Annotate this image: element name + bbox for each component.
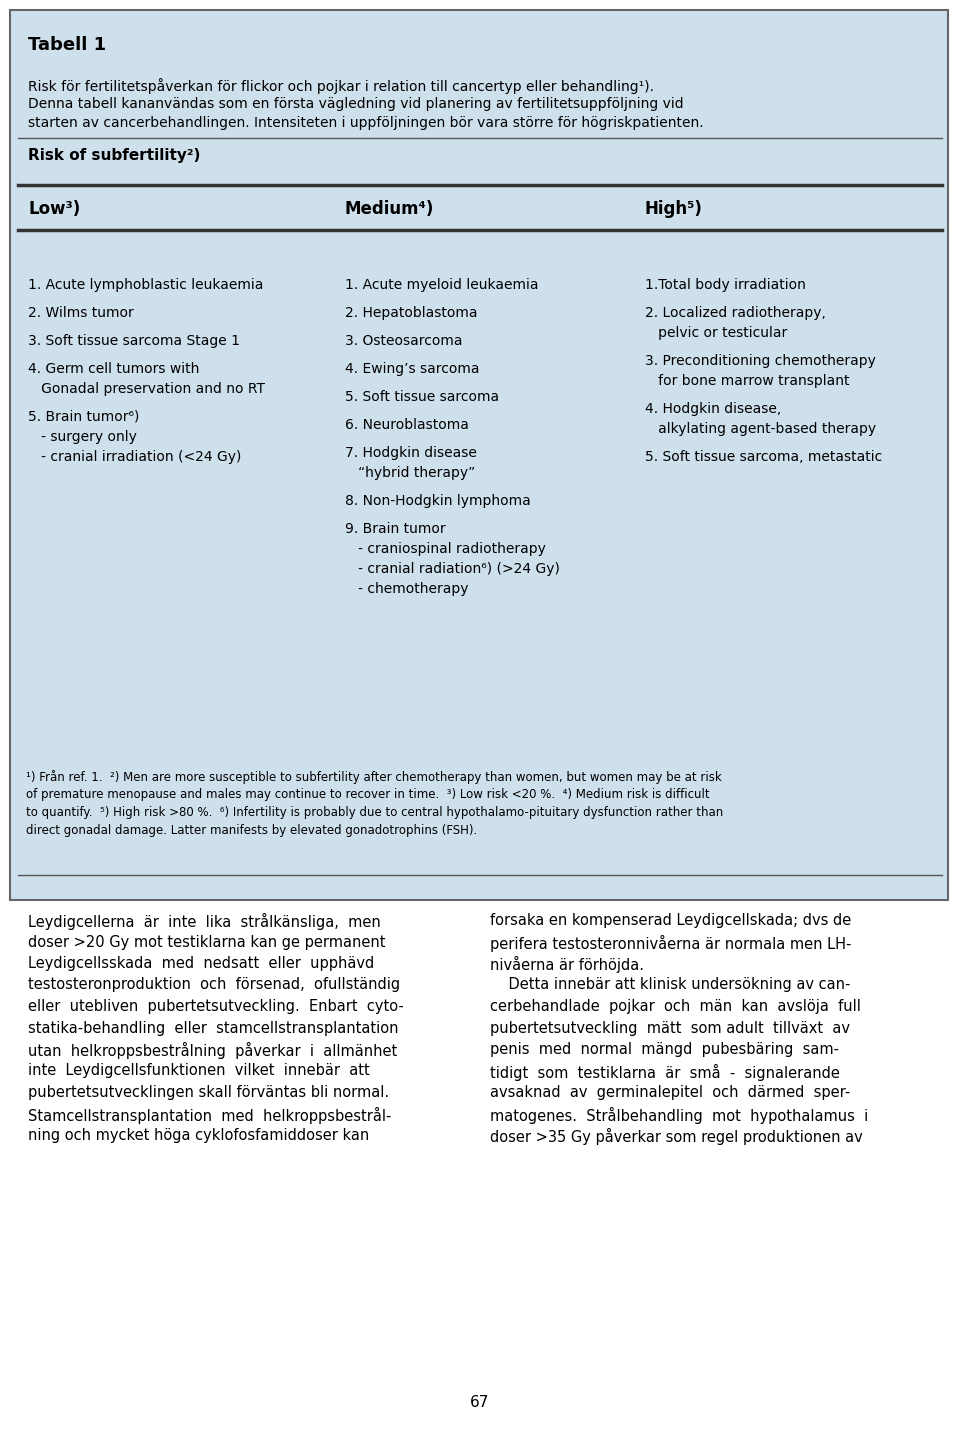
Text: nivåerna är förhöjda.: nivåerna är förhöjda. [490, 956, 644, 973]
Text: eller  utebliven  pubertetsutveckling.  Enbart  cyto-: eller utebliven pubertetsutveckling. Enb… [28, 999, 404, 1015]
Text: testosteronproduktion  och  försenad,  ofullständig: testosteronproduktion och försenad, oful… [28, 977, 400, 993]
Text: pubertetsutveckling  mätt  som adult  tillväxt  av: pubertetsutveckling mätt som adult tillv… [490, 1020, 850, 1036]
Text: - surgery only: - surgery only [28, 430, 137, 443]
Text: ning och mycket höga cyklofosfamiddoser kan: ning och mycket höga cyklofosfamiddoser … [28, 1128, 370, 1144]
Text: Detta innebär att klinisk undersökning av can-: Detta innebär att klinisk undersökning a… [490, 977, 851, 993]
Text: 4. Germ cell tumors with: 4. Germ cell tumors with [28, 362, 200, 376]
Text: Low³): Low³) [28, 199, 81, 218]
Text: 67: 67 [470, 1395, 490, 1411]
Text: 1.Total body irradiation: 1.Total body irradiation [645, 278, 805, 291]
Text: 4. Ewingʼs sarcoma: 4. Ewingʼs sarcoma [345, 362, 479, 376]
Text: - cranial irradiation (<24 Gy): - cranial irradiation (<24 Gy) [28, 451, 241, 464]
Text: alkylating agent-based therapy: alkylating agent-based therapy [645, 422, 876, 436]
Text: utan  helkroppsbestrålning  påverkar  i  allmänhet: utan helkroppsbestrålning påverkar i all… [28, 1042, 397, 1059]
Text: pubertetsutvecklingen skall förväntas bli normal.: pubertetsutvecklingen skall förväntas bl… [28, 1085, 389, 1101]
Text: Leydigcellsskada  med  nedsatt  eller  upphävd: Leydigcellsskada med nedsatt eller upphä… [28, 956, 374, 971]
Text: Risk of subfertility²): Risk of subfertility²) [28, 148, 201, 164]
Text: Denna tabell kananvändas som en första vägledning vid planering av fertilitetsup: Denna tabell kananvändas som en första v… [28, 98, 684, 110]
Text: avsaknad  av  germinalepitel  och  därmed  sper-: avsaknad av germinalepitel och därmed sp… [490, 1085, 851, 1101]
Text: tidigt  som  testiklarna  är  små  -  signalerande: tidigt som testiklarna är små - signaler… [490, 1063, 840, 1081]
Text: cerbehandlade  pojkar  och  män  kan  avslöja  full: cerbehandlade pojkar och män kan avslöja… [490, 999, 861, 1015]
Text: to quantify.  ⁵) High risk >80 %.  ⁶) Infertility is probably due to central hyp: to quantify. ⁵) High risk >80 %. ⁶) Infe… [26, 806, 723, 819]
Text: 5. Soft tissue sarcoma, metastatic: 5. Soft tissue sarcoma, metastatic [645, 451, 882, 464]
Text: “hybrid therapy”: “hybrid therapy” [345, 466, 475, 479]
Text: ¹) Från ref. 1.  ²) Men are more susceptible to subfertility after chemotherapy : ¹) Från ref. 1. ²) Men are more suscepti… [26, 771, 722, 784]
Text: statika-behandling  eller  stamcellstransplantation: statika-behandling eller stamcellstransp… [28, 1020, 398, 1036]
Text: 5. Brain tumor⁶): 5. Brain tumor⁶) [28, 410, 139, 423]
Text: 2. Localized radiotherapy,: 2. Localized radiotherapy, [645, 306, 826, 320]
Text: penis  med  normal  mängd  pubesbäring  sam-: penis med normal mängd pubesbäring sam- [490, 1042, 839, 1058]
Text: doser >20 Gy mot testiklarna kan ge permanent: doser >20 Gy mot testiklarna kan ge perm… [28, 934, 386, 950]
Text: matogenes.  Strålbehandling  mot  hypothalamus  i: matogenes. Strålbehandling mot hypothala… [490, 1106, 868, 1124]
Text: Tabell 1: Tabell 1 [28, 36, 107, 55]
Text: 1. Acute lymphoblastic leukaemia: 1. Acute lymphoblastic leukaemia [28, 278, 263, 291]
Text: 2. Hepatoblastoma: 2. Hepatoblastoma [345, 306, 477, 320]
Text: forsaka en kompenserad Leydigcellskada; dvs de: forsaka en kompenserad Leydigcellskada; … [490, 913, 852, 928]
Text: 3. Soft tissue sarcoma Stage 1: 3. Soft tissue sarcoma Stage 1 [28, 334, 240, 349]
Text: for bone marrow transplant: for bone marrow transplant [645, 375, 850, 387]
Text: - chemotherapy: - chemotherapy [345, 583, 468, 596]
Text: 3. Osteosarcoma: 3. Osteosarcoma [345, 334, 463, 349]
Text: High⁵): High⁵) [645, 199, 703, 218]
Text: 2. Wilms tumor: 2. Wilms tumor [28, 306, 133, 320]
Text: perifera testosteronnivåerna är normala men LH-: perifera testosteronnivåerna är normala … [490, 934, 852, 951]
Text: Stamcellstransplantation  med  helkroppsbestrål-: Stamcellstransplantation med helkroppsbe… [28, 1106, 392, 1124]
Text: 7. Hodgkin disease: 7. Hodgkin disease [345, 446, 477, 461]
Text: 5. Soft tissue sarcoma: 5. Soft tissue sarcoma [345, 390, 499, 405]
Text: 8. Non-Hodgkin lymphoma: 8. Non-Hodgkin lymphoma [345, 494, 531, 508]
FancyBboxPatch shape [10, 10, 948, 900]
Text: starten av cancerbehandlingen. Intensiteten i uppföljningen bör vara större för : starten av cancerbehandlingen. Intensite… [28, 116, 704, 131]
Text: Medium⁴): Medium⁴) [345, 199, 434, 218]
Text: 1. Acute myeloid leukaemia: 1. Acute myeloid leukaemia [345, 278, 539, 291]
Text: of premature menopause and males may continue to recover in time.  ³) Low risk <: of premature menopause and males may con… [26, 788, 709, 801]
Text: pelvic or testicular: pelvic or testicular [645, 326, 787, 340]
Text: 4. Hodgkin disease,: 4. Hodgkin disease, [645, 402, 781, 416]
Text: Gonadal preservation and no RT: Gonadal preservation and no RT [28, 382, 265, 396]
Text: 6. Neuroblastoma: 6. Neuroblastoma [345, 418, 468, 432]
Text: - cranial radiation⁶) (>24 Gy): - cranial radiation⁶) (>24 Gy) [345, 563, 560, 575]
Text: Leydigcellerna  är  inte  lika  strålkänsliga,  men: Leydigcellerna är inte lika strålkänslig… [28, 913, 381, 930]
Text: direct gonadal damage. Latter manifests by elevated gonadotrophins (FSH).: direct gonadal damage. Latter manifests … [26, 824, 477, 837]
Text: 9. Brain tumor: 9. Brain tumor [345, 522, 445, 537]
Text: doser >35 Gy påverkar som regel produktionen av: doser >35 Gy påverkar som regel produkti… [490, 1128, 863, 1145]
Text: Risk för fertilitetspåverkan för flickor och pojkar i relation till cancertyp el: Risk för fertilitetspåverkan för flickor… [28, 77, 654, 93]
Text: inte  Leydigcellsfunktionen  vilket  innebär  att: inte Leydigcellsfunktionen vilket innebä… [28, 1063, 370, 1079]
Text: 3. Preconditioning chemotherapy: 3. Preconditioning chemotherapy [645, 354, 876, 367]
Text: - craniospinal radiotherapy: - craniospinal radiotherapy [345, 542, 546, 555]
